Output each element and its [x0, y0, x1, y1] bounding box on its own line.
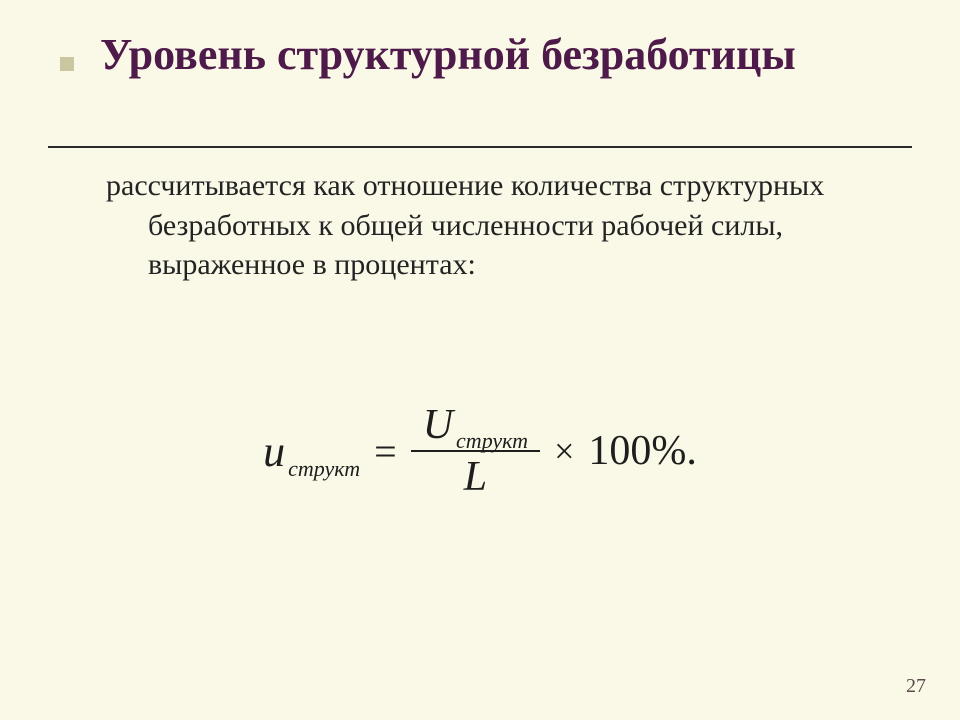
fraction: U структ L: [411, 400, 540, 502]
num-var: U: [423, 404, 453, 446]
denominator: L: [452, 452, 499, 502]
numerator: U структ: [411, 400, 540, 450]
formula: u структ = U структ L × 100%.: [0, 400, 960, 502]
page-number: 27: [906, 675, 926, 698]
slide: Уровень структурной безработицы рассчиты…: [0, 0, 960, 720]
slide-title: Уровень структурной безработицы: [100, 30, 860, 81]
num-subscript: структ: [456, 430, 528, 452]
times-sign: ×: [554, 430, 574, 472]
title-bullet: [60, 57, 74, 71]
percent-literal: 100%.: [588, 427, 697, 475]
formula-lhs: u структ: [263, 426, 360, 477]
body-text: рассчитывается как отношение количества …: [106, 166, 896, 285]
equals-sign: =: [374, 428, 397, 475]
lhs-subscript: структ: [288, 456, 360, 482]
lhs-var: u: [263, 426, 285, 477]
formula-inner: u структ = U структ L × 100%.: [263, 400, 697, 502]
title-underline: [48, 146, 912, 148]
